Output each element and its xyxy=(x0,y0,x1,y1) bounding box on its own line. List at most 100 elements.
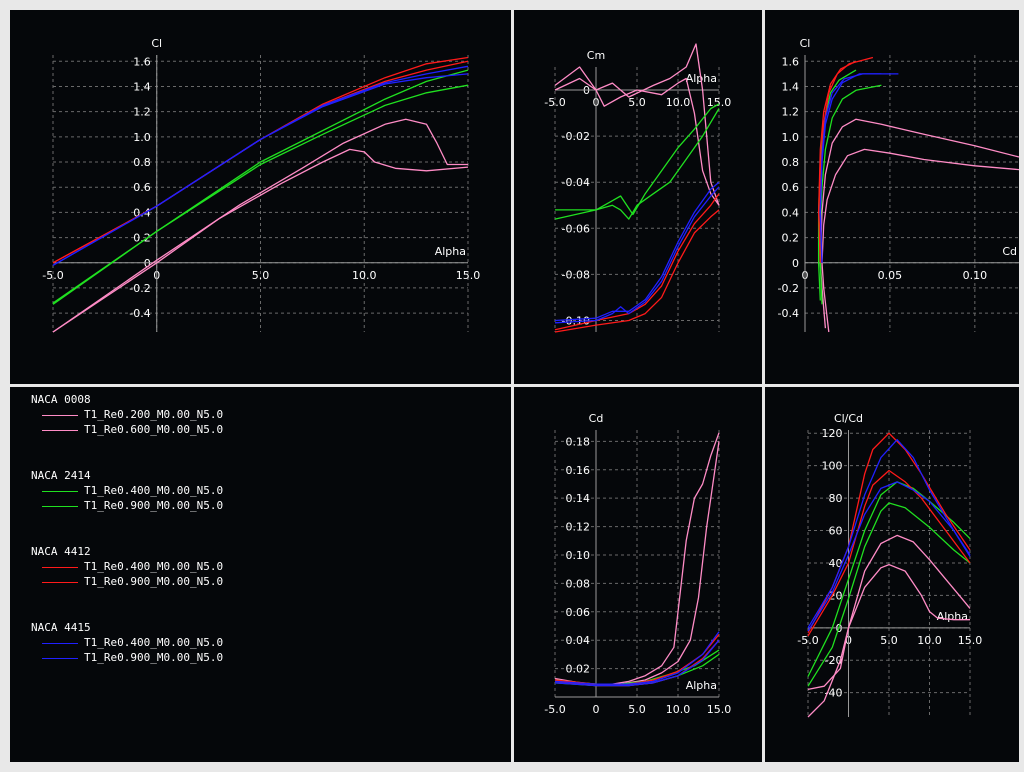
series-line-4 xyxy=(554,209,720,333)
cl-vs-cd-svg: 00.050.10-0.4-0.200.20.40.60.81.01.21.41… xyxy=(778,37,1019,333)
series-line-7 xyxy=(819,73,899,263)
y-tick-label: -20 xyxy=(825,654,843,667)
legend-entry-label: T1_Re0.400_M0.00_N5.0 xyxy=(84,560,224,573)
y-tick-label: 100 xyxy=(822,460,843,473)
x-tick-label: 15.0 xyxy=(456,269,481,282)
y-tick-label: 0.16 xyxy=(566,464,591,477)
y-tick-label: -0.4 xyxy=(778,307,799,320)
y-tick-label: -0.4 xyxy=(129,307,150,320)
y-tick-label: 1.6 xyxy=(133,55,151,68)
y-tick-label: -0.02 xyxy=(562,130,590,143)
legend-line-swatch xyxy=(42,430,78,431)
y-tick-label: 1.4 xyxy=(133,80,151,93)
legend-line-swatch xyxy=(42,582,78,583)
legend-entry-label: T1_Re0.900_M0.00_N5.0 xyxy=(84,499,224,512)
y-tick-label: 0.8 xyxy=(133,156,151,169)
legend-entry-label: T1_Re0.900_M0.00_N5.0 xyxy=(84,575,224,588)
y-tick-label: -0.10 xyxy=(562,314,590,327)
y-axis-label: Cl/Cd xyxy=(834,412,863,425)
x-tick-label: -5.0 xyxy=(797,634,818,647)
y-tick-label: -0.2 xyxy=(778,282,799,295)
legend-line-swatch xyxy=(42,415,78,416)
series-line-0 xyxy=(52,148,469,333)
x-tick-label: 10.0 xyxy=(352,269,377,282)
series-line-0 xyxy=(807,563,970,691)
x-axis-label: Alpha xyxy=(435,245,466,258)
series-line-7 xyxy=(554,181,720,322)
legend-group-title: NACA 2414 xyxy=(31,469,91,482)
series-line-7 xyxy=(807,439,971,629)
cm-vs-alpha-plot[interactable]: -5.005.010.015.0-0.10-0.08-0.06-0.04-0.0… xyxy=(514,10,762,384)
series-line-2 xyxy=(554,108,720,220)
series-line-1 xyxy=(819,118,1019,329)
legend-line-swatch xyxy=(42,491,78,492)
y-axis-label: Cl xyxy=(151,37,162,50)
cm-vs-alpha-svg: -5.005.010.015.0-0.10-0.08-0.06-0.04-0.0… xyxy=(544,43,732,333)
y-tick-label: 0.10 xyxy=(566,549,591,562)
clcd-vs-alpha-svg: -5.005.010.015.0-40-20020406080100120Cl/… xyxy=(797,412,983,718)
y-tick-label: 0.8 xyxy=(782,156,800,169)
series-line-3 xyxy=(555,103,720,216)
x-tick-label: 10.0 xyxy=(666,703,691,716)
legend-entry-label: T1_Re0.900_M0.00_N5.0 xyxy=(84,651,224,664)
legend-line-swatch xyxy=(42,643,78,644)
y-axis-label: Cd xyxy=(589,412,604,425)
x-tick-label: 0.10 xyxy=(963,269,988,282)
x-tick-label: 5.0 xyxy=(252,269,270,282)
legend-line-swatch xyxy=(42,506,78,507)
legend: NACA 0008 T1_Re0.200_M0.00_N5.0 T1_Re0.600… xyxy=(10,387,511,762)
legend-group-title: NACA 4415 xyxy=(31,621,91,634)
x-tick-label: -5.0 xyxy=(544,703,565,716)
series-line-0 xyxy=(821,148,1019,333)
legend-line-swatch xyxy=(42,567,78,568)
y-tick-label: 80 xyxy=(829,492,843,505)
legend-panel: NACA 0008 T1_Re0.200_M0.00_N5.0 T1_Re0.600… xyxy=(10,387,511,762)
x-tick-label: 10.0 xyxy=(917,634,942,647)
series-line-5 xyxy=(554,193,720,331)
x-axis-label: Cd xyxy=(1002,245,1017,258)
y-tick-label: 0.6 xyxy=(133,181,151,194)
cd-vs-alpha-plot[interactable]: -5.0 0 5.0 10.0 15.0 0.02 0.04 0.06 0.08 0.10 0.12… xyxy=(514,387,762,762)
y-tick-label: -0.04 xyxy=(562,176,590,189)
y-tick-label: 40 xyxy=(829,557,843,570)
y-tick-label: 0.08 xyxy=(566,577,591,590)
series-line-6 xyxy=(807,481,971,632)
series-line-4 xyxy=(52,56,469,264)
legend-entry-label: T1_Re0.400_M0.00_N5.0 xyxy=(84,484,224,497)
y-tick-label: 0.18 xyxy=(566,435,591,448)
y-tick-label: 0.4 xyxy=(782,206,800,219)
x-tick-label: 5.0 xyxy=(628,96,646,109)
x-tick-label: 15.0 xyxy=(707,96,732,109)
y-tick-label: -0.06 xyxy=(562,222,590,235)
series-line-1 xyxy=(807,534,971,718)
series-line-3 xyxy=(52,69,469,304)
y-tick-label: 0.04 xyxy=(566,634,591,647)
y-tick-label: 1.0 xyxy=(133,131,151,144)
clcd-vs-alpha-plot[interactable]: -5.005.010.015.0-40-20020406080100120Cl/… xyxy=(765,387,1019,762)
cl-vs-alpha-svg: -5.005.010.015.0-0.4-0.200.20.40.60.81.0… xyxy=(42,37,481,333)
x-tick-label: 10.0 xyxy=(666,96,691,109)
y-tick-label: 1.2 xyxy=(133,106,151,119)
series-line-3 xyxy=(807,481,971,677)
cl-vs-cd-plot[interactable]: 00.050.10-0.4-0.200.20.40.60.81.01.21.41… xyxy=(765,10,1019,384)
legend-line-swatch xyxy=(42,658,78,659)
x-tick-label: -5.0 xyxy=(544,96,565,109)
y-tick-label: 0.14 xyxy=(566,492,591,505)
legend-entry-label: T1_Re0.600_M0.00_N5.0 xyxy=(84,423,224,436)
x-tick-label: 15.0 xyxy=(958,634,983,647)
x-tick-label: 15.0 xyxy=(707,703,732,716)
x-tick-label: 0 xyxy=(593,703,600,716)
y-tick-label: 60 xyxy=(829,525,843,538)
y-tick-label: 0.12 xyxy=(566,521,591,534)
y-tick-label: 120 xyxy=(822,427,843,440)
series-line-7 xyxy=(554,639,720,687)
x-axis-label: Alpha xyxy=(937,610,968,623)
y-tick-label: 1.6 xyxy=(782,55,800,68)
y-tick-label: 0.6 xyxy=(782,181,800,194)
cl-vs-alpha-plot[interactable]: -5.005.010.015.0-0.4-0.200.20.40.60.81.0… xyxy=(10,10,511,384)
series-line-1 xyxy=(554,43,720,206)
y-tick-label: -0.2 xyxy=(129,282,150,295)
series-line-2 xyxy=(807,502,971,687)
series-line-4 xyxy=(807,469,971,637)
legend-group-title: NACA 4412 xyxy=(31,545,91,558)
